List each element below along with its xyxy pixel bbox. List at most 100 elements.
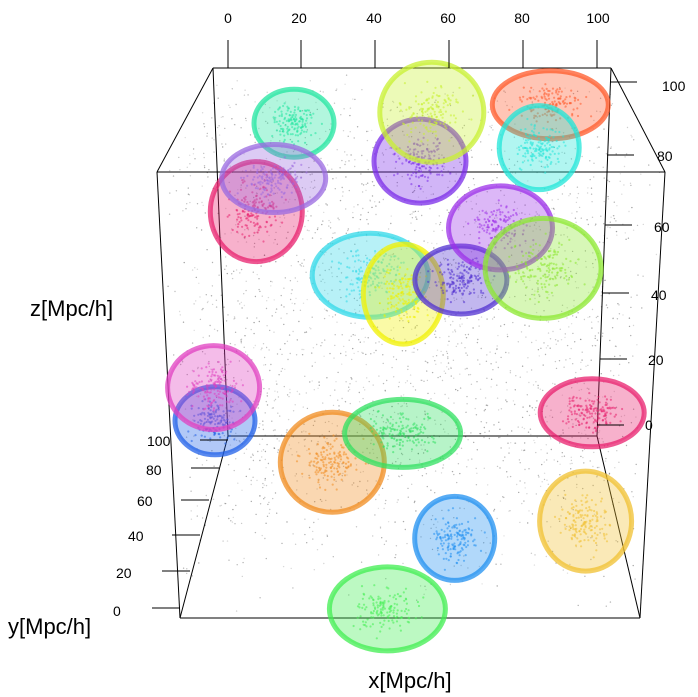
particle-point <box>458 157 460 160</box>
particle-point <box>506 401 508 403</box>
particle-point <box>564 526 566 528</box>
particle-point <box>275 231 277 234</box>
particle-point <box>265 484 268 487</box>
particle-point <box>600 215 602 217</box>
cluster-point <box>314 471 317 474</box>
cluster-point <box>235 382 238 385</box>
cluster-point <box>395 439 398 442</box>
cluster-point <box>412 436 415 439</box>
particle-point <box>211 261 214 264</box>
cluster-point <box>518 148 521 151</box>
cluster-point <box>271 167 275 170</box>
cluster-point <box>344 462 348 465</box>
particle-point <box>253 246 255 248</box>
cluster-point <box>283 134 286 137</box>
particle-point <box>452 359 455 361</box>
particle-point <box>490 163 492 166</box>
cluster-point <box>517 272 521 275</box>
particle-point <box>263 254 266 256</box>
particle-point <box>508 452 510 454</box>
cluster-point <box>458 86 461 89</box>
particle-point <box>351 378 353 380</box>
particle-point <box>508 352 510 354</box>
particle-point <box>233 270 235 272</box>
particle-point <box>372 414 374 416</box>
cluster-point <box>340 444 343 447</box>
particle-point <box>210 295 213 297</box>
particle-point <box>624 156 626 158</box>
particle-point <box>298 442 300 444</box>
cluster-point <box>590 115 593 118</box>
particle-point <box>371 181 374 183</box>
particle-point <box>499 428 501 430</box>
cluster-point <box>423 417 426 420</box>
cluster-point <box>200 434 203 437</box>
particle-point <box>201 112 204 114</box>
cluster-point <box>423 175 427 178</box>
cluster-point <box>270 176 273 179</box>
particle-point <box>270 285 272 287</box>
cluster-point <box>356 249 359 252</box>
cluster-point <box>286 186 289 189</box>
particle-point <box>474 222 476 224</box>
particle-point <box>184 408 187 410</box>
particle-point <box>400 405 402 408</box>
particle-point <box>411 213 413 215</box>
cluster-point <box>535 156 538 159</box>
particle-point <box>229 342 232 345</box>
cluster-point <box>208 370 211 374</box>
particle-point <box>248 468 251 470</box>
particle-point <box>544 353 547 356</box>
cluster-point <box>241 225 244 228</box>
cluster-point <box>455 279 458 282</box>
particle-point <box>283 323 285 326</box>
cluster-point <box>258 174 261 178</box>
cluster-point <box>254 201 257 204</box>
particle-point <box>354 98 356 101</box>
particle-point <box>381 343 383 346</box>
particle-point <box>296 280 299 283</box>
cluster-point <box>549 162 552 165</box>
cluster-point <box>540 148 544 151</box>
cluster-point <box>422 124 425 127</box>
particle-point <box>463 124 465 127</box>
cluster-point <box>206 404 209 407</box>
cluster-point <box>483 224 486 227</box>
particle-point <box>631 136 633 138</box>
particle-point <box>335 435 337 437</box>
particle-point <box>253 400 255 403</box>
cluster-point <box>531 268 534 271</box>
cluster-point <box>222 374 225 377</box>
cluster-point <box>556 147 559 150</box>
particle-point <box>186 166 188 168</box>
particle-point <box>304 445 306 447</box>
cluster-point <box>280 113 283 116</box>
cluster-point <box>508 255 511 258</box>
particle-point <box>345 381 347 383</box>
particle-point <box>411 351 413 353</box>
cluster-point <box>329 443 332 446</box>
cluster-point <box>470 118 473 121</box>
cluster-point <box>564 98 567 101</box>
cluster-point <box>209 404 212 407</box>
cluster-point <box>354 260 357 263</box>
cluster-point <box>392 451 395 454</box>
cluster-point <box>347 457 350 460</box>
particle-point <box>453 402 455 404</box>
particle-point <box>275 308 278 310</box>
particle-point <box>434 101 436 103</box>
particle-point <box>357 350 359 353</box>
particle-point <box>562 497 565 499</box>
particle-point <box>280 304 283 306</box>
particle-point <box>570 270 572 273</box>
cluster-point <box>541 142 544 145</box>
particle-point <box>302 406 304 408</box>
particle-point <box>585 365 587 367</box>
particle-point <box>258 320 260 323</box>
particle-point <box>596 339 599 341</box>
particle-point <box>546 521 548 523</box>
particle-point <box>196 515 198 517</box>
cluster-point <box>293 109 296 112</box>
cluster-point <box>442 102 445 105</box>
cluster-point <box>544 232 547 235</box>
